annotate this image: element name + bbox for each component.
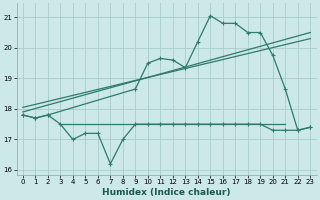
X-axis label: Humidex (Indice chaleur): Humidex (Indice chaleur): [102, 188, 231, 197]
